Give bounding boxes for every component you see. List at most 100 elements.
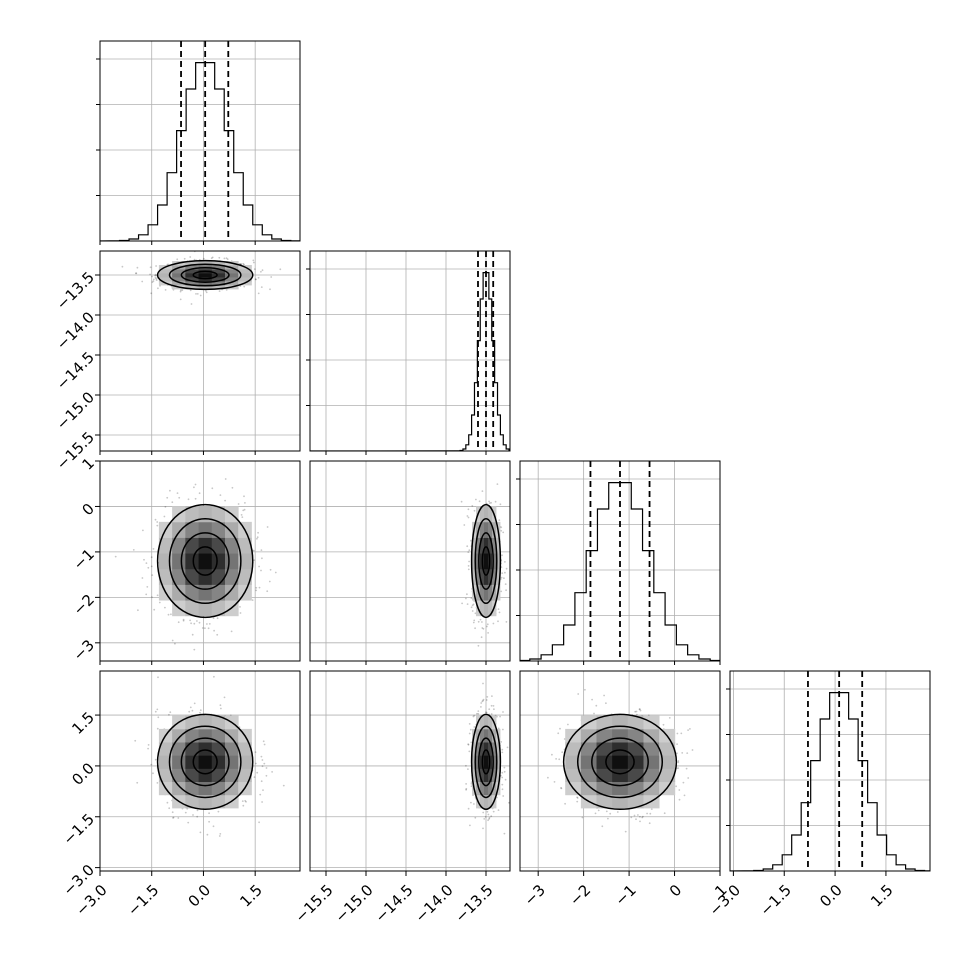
- scatter-point: [210, 257, 213, 260]
- scatter-point: [467, 568, 470, 571]
- density-cell: [172, 537, 186, 554]
- scatter-point: [177, 817, 180, 819]
- scatter-point: [271, 771, 273, 773]
- scatter-point: [478, 500, 481, 503]
- panel-frame: [309, 670, 511, 872]
- scatter-point: [500, 590, 503, 593]
- density-cell: [565, 768, 582, 783]
- scatter-point: [260, 780, 263, 783]
- y-tick-label: 0.0: [68, 759, 98, 789]
- scatter-point: [156, 521, 159, 523]
- scatter-point: [497, 727, 500, 730]
- density-cell: [225, 768, 239, 783]
- scatter-point: [168, 807, 171, 810]
- scatter-point: [636, 713, 638, 716]
- scatter-group: [114, 478, 277, 651]
- scatter-point: [467, 516, 470, 519]
- density-cell: [488, 537, 493, 554]
- scatter-point: [150, 565, 153, 568]
- scatter-point: [576, 800, 579, 803]
- scatter-point: [156, 708, 159, 711]
- scatter-point: [183, 257, 186, 260]
- scatter-point: [223, 696, 226, 699]
- scatter-point: [266, 590, 269, 593]
- scatter-point: [253, 268, 256, 270]
- panel-3-3: −3.0 −1.5 0.0 1.5: [706, 670, 931, 920]
- scatter-point: [516, 783, 518, 785]
- scatter-point: [199, 711, 201, 714]
- scatter-point: [635, 710, 638, 713]
- density-cell: [480, 600, 485, 617]
- panel-3-2: −3 −2 −1 0 1: [519, 670, 731, 909]
- density-cell: [185, 265, 199, 270]
- density-cell: [480, 568, 485, 585]
- density-cell: [198, 781, 213, 796]
- scatter-point: [474, 816, 477, 819]
- density-cell: [480, 794, 485, 809]
- scatter-group: [121, 251, 282, 305]
- density-cell: [643, 742, 660, 756]
- density-cell: [580, 755, 597, 769]
- scatter-point: [265, 774, 268, 777]
- scatter-point: [686, 752, 689, 754]
- scatter-point: [152, 548, 155, 550]
- density-cell: [476, 768, 481, 783]
- density-cell: [211, 728, 226, 743]
- scatter-point: [211, 487, 214, 490]
- scatter-group: [460, 483, 508, 647]
- scatter-point: [171, 639, 174, 642]
- scatter-point: [208, 820, 211, 823]
- scatter-point: [687, 729, 689, 731]
- scatter-point: [114, 555, 117, 558]
- contour-line: [478, 532, 494, 590]
- scatter-point: [219, 704, 222, 707]
- density-cell: [158, 273, 173, 278]
- scatter-point: [486, 625, 488, 628]
- scatter-point: [605, 810, 608, 813]
- y-tick-label: −14.0: [53, 308, 98, 353]
- panel-1-1: [306, 250, 511, 455]
- density-cell: [198, 273, 213, 278]
- scatter-point: [467, 768, 469, 770]
- scatter-point: [218, 290, 221, 292]
- scatter-point: [691, 749, 694, 751]
- scatter-point: [171, 501, 174, 504]
- density-cell: [484, 521, 489, 538]
- scatter-point: [470, 782, 473, 785]
- contour-line: [168, 517, 242, 605]
- scatter-point: [481, 490, 484, 492]
- panel-frame: [99, 670, 301, 872]
- contour-line: [156, 259, 254, 291]
- density-cell: [496, 553, 501, 570]
- scatter-point: [501, 554, 503, 557]
- scatter-point: [504, 583, 507, 585]
- density-cell: [211, 553, 226, 570]
- density-cell: [172, 553, 186, 570]
- scatter-point: [487, 632, 489, 634]
- scatter-point: [461, 602, 463, 605]
- scatter-point: [261, 269, 264, 272]
- scatter-point: [143, 558, 145, 561]
- scatter-point: [258, 565, 260, 568]
- y-tick-label: 0: [79, 500, 98, 519]
- density-cell: [480, 537, 485, 554]
- scatter-point: [199, 709, 202, 712]
- scatter-point: [166, 263, 169, 266]
- scatter-point: [263, 743, 266, 746]
- density-cell: [225, 742, 239, 756]
- scatter-point: [581, 816, 584, 819]
- scatter-point: [466, 545, 469, 548]
- scatter-point: [213, 675, 215, 678]
- scatter-point: [239, 612, 242, 614]
- density-cell: [185, 715, 199, 730]
- scatter-point: [467, 508, 470, 511]
- scatter-point: [166, 801, 169, 804]
- y-tick-label: −13.5: [53, 268, 98, 313]
- density-cell: [488, 742, 493, 756]
- scatter-point: [559, 727, 561, 730]
- scatter-point: [594, 812, 597, 815]
- density-cell: [185, 281, 199, 286]
- scatter-point: [255, 586, 258, 589]
- density-cell: [492, 537, 497, 554]
- scatter-point: [154, 710, 157, 713]
